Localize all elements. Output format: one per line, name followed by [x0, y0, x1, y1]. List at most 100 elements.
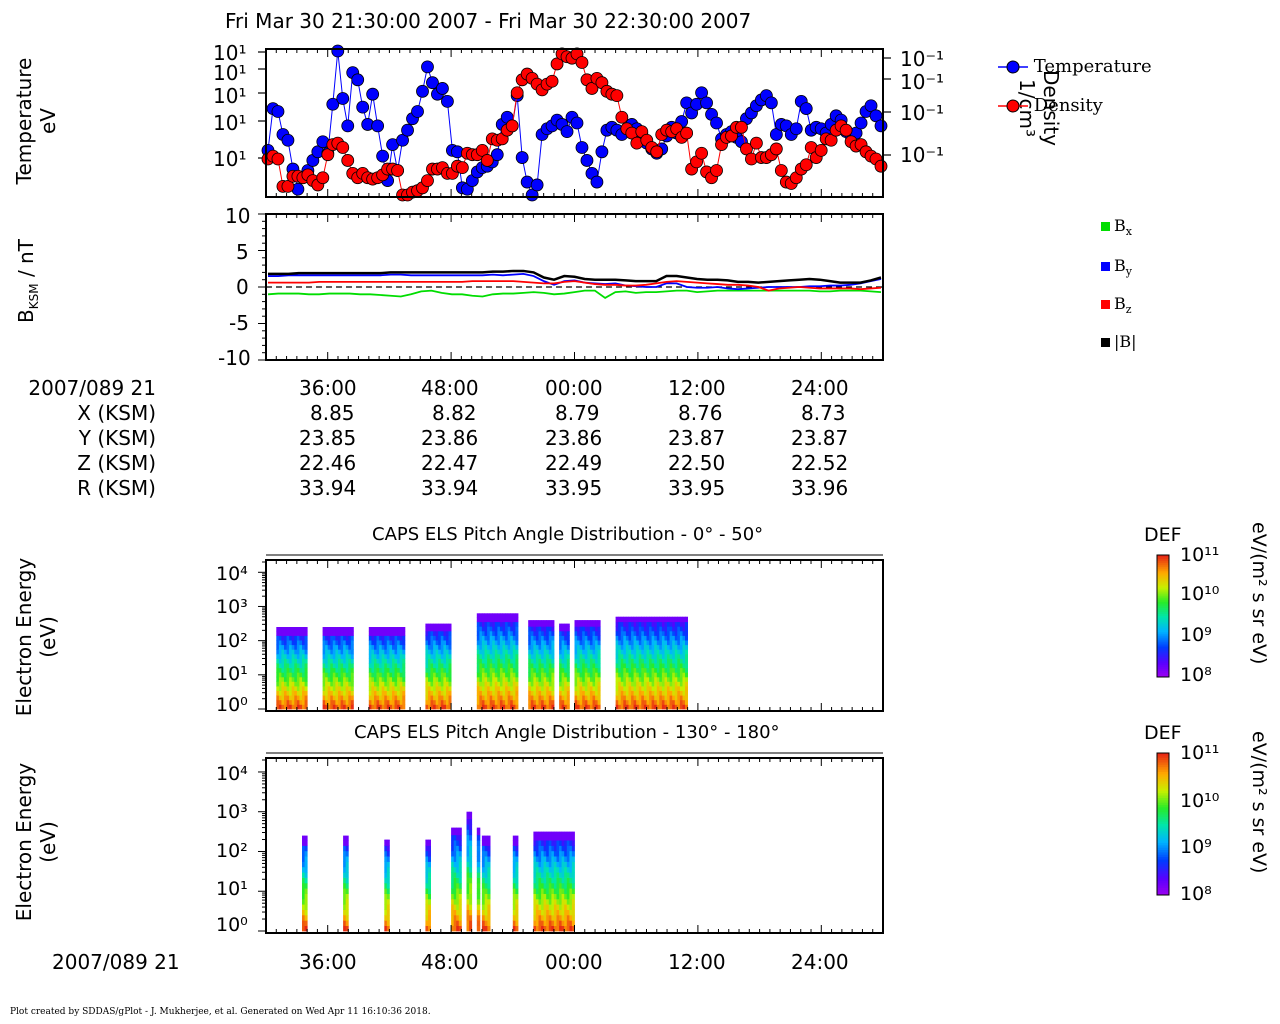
- spec2-cell-4-1-8: [453, 882, 457, 889]
- spec1-cell-8-2-1: [620, 699, 624, 705]
- spec2-cell-9-13-2: [566, 915, 570, 921]
- spec1-cell-8-20-14: [667, 640, 670, 646]
- spec2-cell-2-0-8: [384, 882, 388, 889]
- spec1-cell-8-24-10: [677, 658, 681, 664]
- spec1-cell-4-9-9: [499, 663, 503, 669]
- spec1-cell-2-5-1: [381, 699, 385, 705]
- spec1-cell-7-6-5: [589, 681, 593, 687]
- spec1-cell-2-12-3: [399, 690, 403, 696]
- spec1-cell-8-14-5: [651, 681, 655, 687]
- temperature-point-88: [700, 96, 713, 110]
- spec2-cell-9-0-16: [533, 840, 537, 846]
- spec1-cell-6-0-11: [559, 653, 563, 659]
- spec2-cell-5-0-9: [466, 877, 470, 884]
- spec2-cell-9-9-2: [556, 915, 560, 921]
- spec2-cell-9-10-18: [559, 831, 563, 836]
- spec1-cell-2-10-4: [394, 686, 398, 691]
- spec1-cell-8-26-13: [682, 644, 686, 650]
- spec1-cell-1-7-11: [340, 653, 344, 659]
- temp-tick-5: 10¹: [213, 147, 247, 171]
- spec1-cell-7-0-19: [574, 620, 578, 623]
- spec1-cell-4-0-10: [476, 658, 480, 664]
- spec1-cell-4-7-18: [494, 621, 498, 627]
- spec1-cell-2-11-10: [397, 658, 401, 664]
- spec1-cell-8-5-16: [628, 630, 632, 636]
- spec1-cell-3-1-12: [428, 649, 431, 655]
- spec2-cell-9-3-14: [541, 850, 545, 857]
- spec1-cell-8-17-13: [659, 644, 663, 650]
- spec1-cell-7-0-5: [574, 681, 578, 687]
- spec1-cell-8-4-12: [625, 649, 629, 655]
- spec1-cell-5-5-7: [541, 672, 545, 678]
- spec2-cell-5-0-12: [466, 861, 470, 868]
- spec1-cell-8-11-4: [643, 686, 647, 691]
- spec1-cell-7-6-2: [589, 695, 593, 701]
- dens-tick-4: 10⁻¹: [900, 143, 945, 167]
- spec1-cell-3-7-15: [443, 635, 447, 641]
- spec1-cell-7-2-0: [579, 704, 583, 710]
- spec1-cell-7-9-1: [597, 699, 601, 705]
- spec1-cell-7-9-8: [597, 667, 601, 673]
- spec1-cell-5-5-2: [541, 695, 545, 701]
- spec1-cell-2-5-10: [381, 658, 385, 664]
- spec1-cell-8-3-3: [623, 690, 627, 696]
- spec1-cell-2-5-17: [381, 627, 385, 632]
- spec2-cell-9-7-8: [551, 882, 555, 889]
- spec1-cell-5-2-19: [533, 620, 537, 623]
- density-point-50: [510, 86, 524, 100]
- spec1-cell-8-6-3: [631, 690, 635, 696]
- spec1-cell-8-25-18: [679, 621, 683, 627]
- spec1-cell-0-0-14: [276, 640, 280, 646]
- spec1-cell-2-11-4: [397, 686, 401, 691]
- spec1-cell-7-1-0: [577, 704, 581, 710]
- spec2-cell-5-1-21: [469, 813, 473, 820]
- spec1-cell-1-7-8: [340, 667, 344, 673]
- spec2-cell-3-1-16: [428, 840, 431, 846]
- spec1-cell-8-18-11: [661, 653, 665, 659]
- spec2-cell-9-12-15: [564, 845, 568, 852]
- spec1-cell-4-6-14: [492, 640, 496, 646]
- spec2-tick-2: 10²: [216, 840, 248, 862]
- spec2-cell-9-8-4: [553, 904, 557, 910]
- spec1-cell-4-5-16: [489, 630, 493, 636]
- spec1-cell-4-3-13: [484, 644, 488, 650]
- spec1-cell-8-20-15: [667, 635, 670, 641]
- spec1-cell-5-8-18: [548, 621, 552, 627]
- spec1-cell-5-7-0: [546, 704, 550, 710]
- spec1-cell-4-11-19: [505, 617, 509, 623]
- spec2-cell-6-0-8: [476, 882, 481, 889]
- spec1-cell-4-12-7: [507, 672, 511, 678]
- spec1-cell-1-11-15: [350, 635, 354, 641]
- spec1-cell-0-5-14: [289, 640, 293, 646]
- spec2-cell-9-6-3: [548, 909, 552, 916]
- spec2-cell-1-1-11: [345, 866, 349, 873]
- spec2-cell-9-2-18: [538, 831, 542, 836]
- colorbar1-swatch-32: [1157, 620, 1169, 623]
- spec1-cell-3-8-8: [446, 667, 449, 673]
- spec1-cell-8-8-13: [636, 644, 640, 650]
- spec1-cell-0-3-5: [284, 681, 287, 687]
- spec1-cell-8-16-20: [656, 616, 660, 618]
- spec1-cell-7-4-5: [584, 681, 588, 687]
- spec2-cell-2-1-14: [386, 850, 390, 857]
- spec1-cell-2-5-7: [381, 672, 385, 678]
- spec1-cell-8-6-14: [631, 640, 635, 646]
- spec1-cell-8-25-10: [679, 658, 683, 664]
- spec2-cell-9-13-6: [566, 893, 570, 900]
- spec1-cell-3-7-8: [443, 667, 447, 673]
- spec1-cell-4-10-9: [502, 663, 506, 669]
- spec1-cell-8-24-11: [677, 653, 681, 659]
- spec1-cell-1-4-0: [332, 704, 336, 710]
- spec1-cell-3-8-16: [446, 630, 449, 636]
- spec1-cell-8-24-13: [677, 644, 681, 650]
- spec2-cell-0-0-2: [302, 915, 305, 921]
- spec2-cell-7-1-5: [484, 898, 488, 905]
- spec1-cell-4-15-9: [515, 663, 519, 669]
- spec1-cell-8-18-17: [661, 626, 665, 632]
- spec2-cell-7-1-8: [484, 882, 488, 889]
- spec2-cell-5-0-11: [466, 866, 470, 873]
- spec1-cell-4-10-5: [502, 681, 506, 687]
- spec2-cell-5-0-8: [466, 882, 470, 889]
- spec1-cell-6-3-11: [566, 653, 570, 659]
- spec1-cell-0-6-14: [291, 640, 295, 646]
